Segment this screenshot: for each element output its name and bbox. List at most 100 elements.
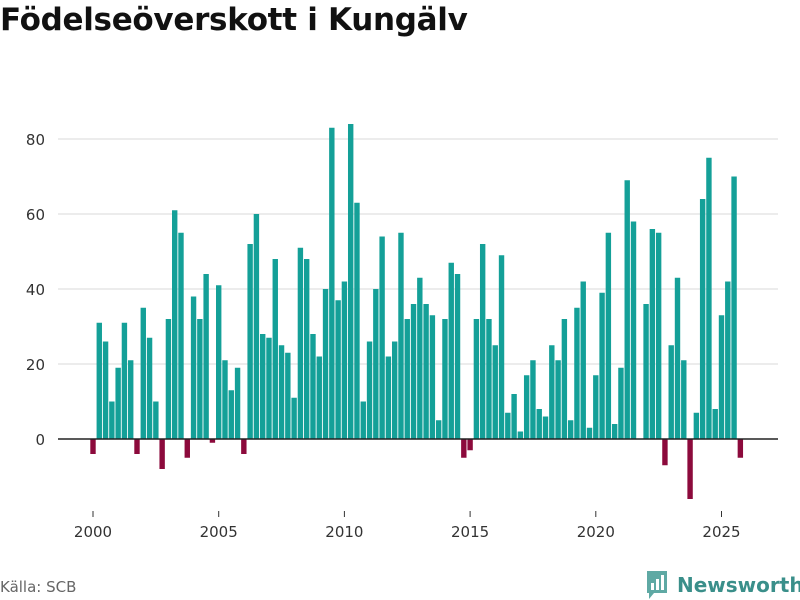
bar <box>423 304 429 439</box>
bar <box>253 214 260 439</box>
bar <box>737 439 744 458</box>
bar <box>335 300 341 439</box>
bar <box>329 127 335 439</box>
bar <box>662 439 668 466</box>
bar <box>599 292 605 439</box>
bar <box>291 397 297 439</box>
bar <box>712 409 718 439</box>
bar <box>297 247 304 439</box>
bar <box>316 356 322 439</box>
bar <box>303 259 310 439</box>
bar <box>435 420 442 439</box>
x-tick-label: 2010 <box>325 523 363 541</box>
bar <box>391 341 398 439</box>
bar <box>511 394 517 439</box>
bar <box>228 390 234 439</box>
bar <box>266 337 272 439</box>
bar <box>172 210 178 439</box>
bar <box>404 319 410 439</box>
bar <box>241 439 247 454</box>
x-tick-label: 2025 <box>702 523 740 541</box>
newsworthy-logo: Newsworthy <box>645 570 800 600</box>
bar <box>285 352 291 439</box>
bar <box>146 337 153 439</box>
bar <box>517 431 524 439</box>
bar <box>586 427 593 439</box>
x-axis-ticks: 2000 2005 2010 2015 2020 2025 <box>74 511 741 541</box>
bar <box>109 401 115 439</box>
bar <box>706 157 712 439</box>
bar <box>417 277 423 439</box>
brand-name: Newsworthy <box>677 573 800 597</box>
bar <box>121 322 128 439</box>
bar <box>461 439 467 458</box>
bar <box>611 424 618 439</box>
bar <box>725 281 731 439</box>
bar <box>442 319 448 439</box>
bar <box>580 281 586 439</box>
bar <box>165 319 172 439</box>
y-axis-ticks: 0 20 40 60 80 <box>26 131 45 449</box>
bar <box>90 439 96 454</box>
bar <box>159 439 165 469</box>
bar <box>140 307 146 439</box>
bar <box>310 334 316 439</box>
bar <box>429 315 436 439</box>
bar <box>448 262 454 439</box>
bar <box>624 180 630 439</box>
y-tick-label: 40 <box>26 281 45 299</box>
bar <box>655 232 662 439</box>
bar <box>278 345 285 439</box>
bar <box>605 232 612 439</box>
bar <box>473 319 480 439</box>
bar <box>184 439 190 458</box>
bar <box>668 345 674 439</box>
bar <box>360 401 366 439</box>
bar <box>674 277 681 439</box>
bar <box>479 244 486 439</box>
bar <box>190 296 197 439</box>
bar <box>354 202 360 439</box>
bar <box>366 341 373 439</box>
bar <box>681 360 687 439</box>
bar <box>649 229 656 439</box>
x-tick-label: 2015 <box>451 523 489 541</box>
x-tick-label: 2005 <box>200 523 238 541</box>
bar <box>643 304 649 439</box>
bar <box>373 289 379 439</box>
bar <box>542 416 549 439</box>
bar <box>731 176 737 439</box>
bar <box>410 304 417 439</box>
bar <box>630 221 637 439</box>
bar <box>341 281 348 439</box>
bar <box>549 345 555 439</box>
bar <box>505 412 511 439</box>
bar <box>523 375 530 439</box>
bar <box>134 439 140 454</box>
bar <box>272 259 278 439</box>
bar <box>593 375 599 439</box>
bar <box>454 274 461 439</box>
bar <box>536 409 542 439</box>
bar <box>209 439 216 443</box>
bar <box>234 367 241 439</box>
bar <box>561 319 568 439</box>
bar <box>379 236 385 439</box>
bar <box>96 322 102 439</box>
bar <box>216 285 222 439</box>
bar <box>467 439 473 451</box>
bar <box>618 367 624 439</box>
bar <box>203 274 209 439</box>
source-note: Källa: SCB <box>0 578 77 596</box>
y-tick-label: 80 <box>26 131 45 149</box>
bar-chart: 0 20 40 60 80 2000 2005 2010 2015 2020 2025 <box>26 124 778 541</box>
bar <box>385 356 392 439</box>
bar <box>322 289 329 439</box>
y-tick-label: 20 <box>26 356 45 374</box>
bar <box>687 439 693 499</box>
bar <box>222 360 228 439</box>
bar <box>567 420 574 439</box>
bar <box>197 319 203 439</box>
bar <box>347 124 354 439</box>
bar <box>693 412 700 439</box>
